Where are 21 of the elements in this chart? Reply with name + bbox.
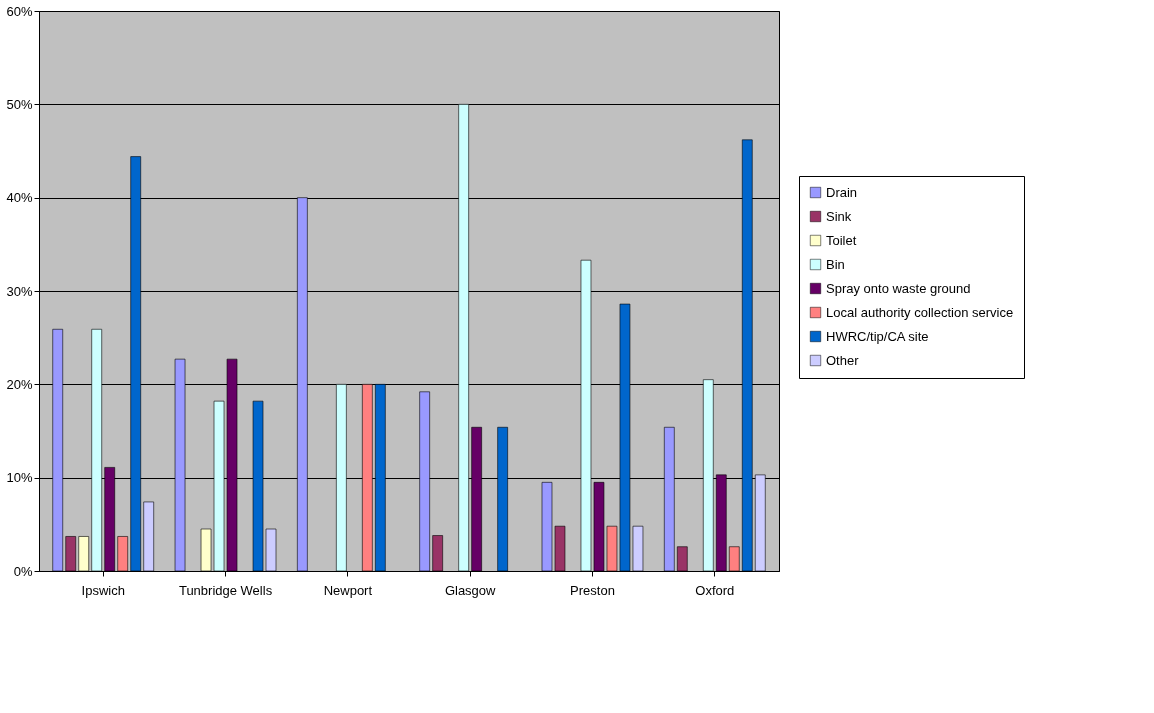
x-tick-label: Newport: [323, 582, 373, 598]
legend-label: Sink: [826, 208, 852, 224]
legend-label: HWRC/tip/CA site: [826, 328, 929, 344]
y-tick-label: 20%: [6, 376, 33, 392]
x-tick-label: Glasgow: [444, 582, 497, 598]
legend-label: Bin: [826, 256, 845, 272]
y-tick-label: 50%: [6, 96, 33, 112]
x-tick-label: Oxford: [695, 582, 735, 598]
legend-label: Local authority collection service: [826, 304, 1014, 320]
legend-label: Spray onto waste ground: [826, 280, 971, 296]
y-tick-label: 40%: [6, 190, 33, 206]
x-tick-label: Ipswich: [81, 582, 125, 598]
legend-label: Toilet: [826, 232, 857, 248]
y-tick-label: 0%: [13, 563, 33, 579]
legend-label: Other: [826, 352, 860, 368]
y-tick-label: 60%: [6, 3, 33, 19]
x-tick-label: Tunbridge Wells: [178, 582, 273, 598]
legend-label: Drain: [826, 184, 858, 200]
x-tick-label: Preston: [570, 582, 615, 598]
y-tick-label: 30%: [6, 283, 33, 299]
y-tick-label: 10%: [6, 470, 33, 486]
